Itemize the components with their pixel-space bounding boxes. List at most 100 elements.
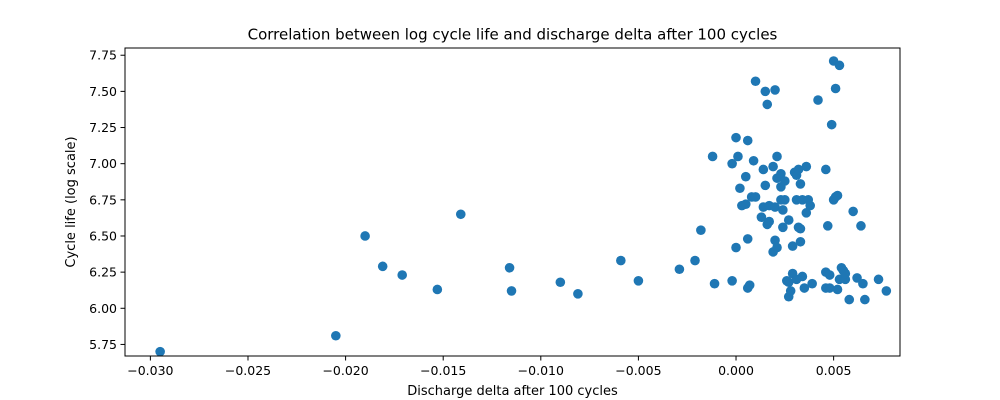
data-point-72	[795, 236, 806, 247]
data-point-79	[801, 208, 812, 218]
x-tick-label-3: −0.015	[420, 363, 466, 378]
data-point-7	[504, 262, 515, 273]
data-point-10	[573, 289, 583, 299]
data-point-57	[780, 176, 790, 186]
data-point-16	[709, 278, 720, 289]
data-point-12	[633, 276, 644, 286]
data-point-105	[852, 273, 862, 283]
data-point-74	[795, 179, 806, 189]
data-point-50	[772, 151, 782, 162]
data-point-4	[397, 270, 408, 280]
data-point-2	[360, 231, 370, 241]
plot-area-frame	[124, 47, 901, 357]
data-point-56	[778, 222, 788, 233]
data-point-39	[760, 180, 771, 191]
data-point-19	[727, 158, 737, 169]
data-point-110	[881, 286, 892, 296]
data-point-89	[824, 270, 835, 280]
x-axis-title: Discharge delta after 100 cycles	[407, 384, 618, 399]
data-point-42	[764, 216, 775, 227]
x-tick-label-5: −0.005	[615, 363, 661, 378]
x-tick-label-2: −0.020	[322, 363, 368, 378]
data-point-25	[740, 199, 751, 209]
data-point-26	[742, 234, 753, 244]
y-tick-label-5: 7.00	[89, 156, 117, 171]
data-point-103	[844, 294, 855, 305]
data-point-3	[377, 261, 388, 272]
data-point-48	[770, 235, 780, 246]
y-tick-label-3: 6.50	[89, 228, 117, 243]
data-point-38	[760, 86, 771, 97]
data-point-65	[787, 241, 798, 251]
data-point-33	[750, 192, 761, 202]
y-axis-title: Cycle life (log scale)	[64, 136, 79, 267]
data-point-73	[795, 223, 806, 234]
data-point-54	[776, 169, 786, 179]
data-point-27	[740, 171, 751, 182]
data-point-32	[748, 155, 759, 166]
x-tick-label-6: 0.000	[718, 363, 754, 378]
data-point-22	[733, 151, 743, 162]
data-point-14	[690, 255, 700, 266]
data-point-20	[731, 242, 741, 253]
data-point-6	[455, 209, 466, 220]
y-tick-label-7: 7.50	[89, 84, 117, 99]
x-tick-label-0: −0.030	[127, 363, 173, 378]
data-point-77	[799, 283, 810, 293]
data-point-21	[731, 132, 741, 143]
data-point-76	[797, 271, 808, 282]
data-point-104	[848, 206, 858, 217]
data-point-5	[432, 284, 443, 295]
data-point-1	[331, 330, 341, 341]
y-tick-label-0: 5.75	[89, 337, 117, 352]
data-point-60	[783, 277, 794, 288]
data-point-18	[727, 276, 737, 286]
y-axis-ticks: 5.75 6.00 6.25 6.50 6.75 7.00 7.25 7.50 7.75	[89, 48, 125, 352]
data-point-47	[770, 202, 780, 212]
data-point-0	[155, 346, 165, 357]
chart-title: Correlation between log cycle life and d…	[248, 26, 778, 44]
x-tick-label-1: −0.025	[225, 363, 271, 378]
y-tick-label-8: 7.75	[89, 48, 117, 63]
data-point-96	[832, 284, 843, 295]
data-point-83	[813, 95, 823, 105]
y-tick-label-4: 6.75	[89, 192, 117, 207]
data-point-15	[696, 225, 706, 235]
data-point-82	[807, 278, 817, 289]
data-point-85	[821, 164, 831, 175]
data-point-28	[742, 135, 753, 146]
data-point-90	[826, 119, 837, 130]
data-point-109	[873, 274, 884, 285]
y-tick-label-6: 7.25	[89, 120, 117, 135]
x-axis-ticks: −0.030 −0.025 −0.020 −0.015 −0.010 −0.005 0.00…	[127, 356, 852, 378]
data-point-94	[830, 83, 841, 94]
x-tick-label-4: −0.010	[518, 363, 564, 378]
data-point-9	[555, 277, 566, 288]
data-point-55	[778, 205, 788, 215]
data-point-106	[856, 221, 866, 231]
data-point-45	[768, 161, 778, 172]
data-point-107	[858, 278, 868, 289]
data-point-102	[840, 268, 851, 279]
data-point-61	[783, 215, 794, 225]
data-point-17	[707, 151, 718, 162]
data-point-13	[674, 264, 685, 275]
data-point-49	[772, 242, 782, 253]
data-point-88	[824, 283, 835, 293]
data-point-30	[744, 280, 755, 290]
x-tick-label-7: 0.005	[816, 363, 852, 378]
data-point-95	[832, 190, 843, 201]
data-point-36	[758, 164, 769, 175]
data-point-35	[756, 212, 767, 222]
data-point-108	[860, 294, 870, 305]
data-point-40	[762, 99, 773, 110]
data-point-23	[735, 183, 745, 194]
data-point-71	[793, 164, 804, 175]
y-tick-label-2: 6.25	[89, 265, 117, 280]
data-point-11	[616, 255, 626, 266]
data-point-78	[801, 161, 812, 172]
data-point-58	[780, 195, 790, 205]
points-layer	[155, 56, 892, 357]
